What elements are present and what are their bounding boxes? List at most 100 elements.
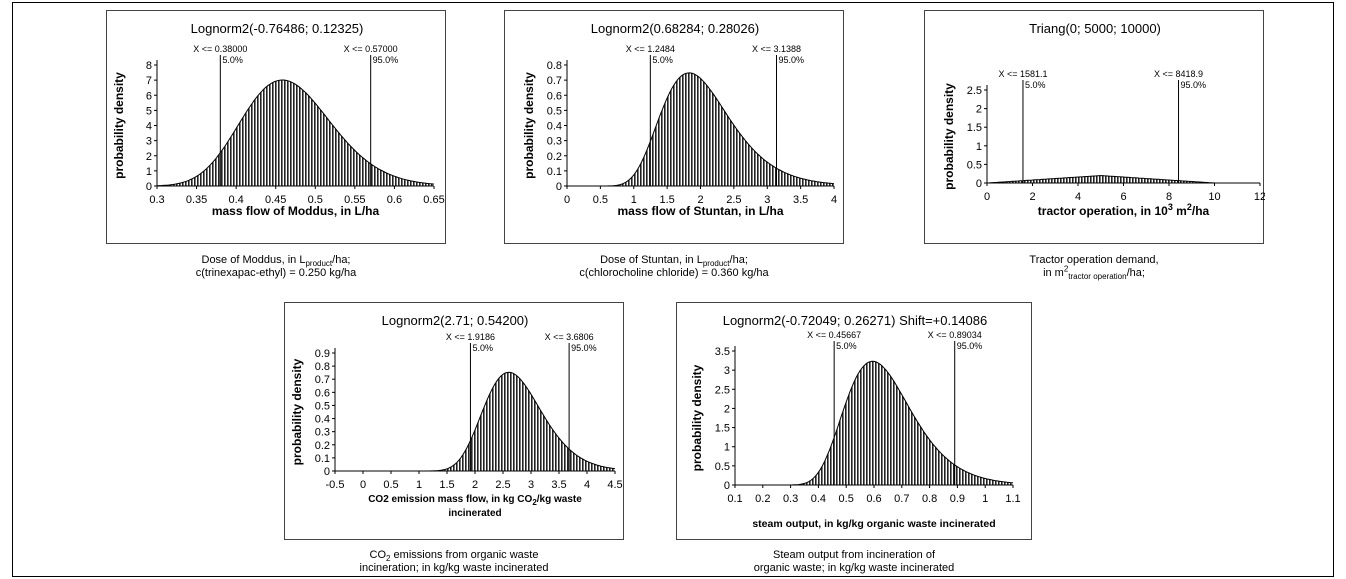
x-tick-label: 12 [1254,191,1265,203]
caption-tractor: Tractor operation demand, in m2tractor o… [944,254,1244,282]
x-tick-label: 0.4 [811,493,826,505]
caption-tractor-sup: 2 [1063,264,1069,274]
caption-stuntan-line1-end: /ha; [729,254,748,266]
y-tick-label: 0.1 [315,453,330,465]
y-tick-label: 0 [724,480,730,492]
x-tick-label: 1 [982,493,988,505]
percentile-label: X <= 3.6806 [545,332,594,342]
percentile-pct: 95.0% [1181,80,1207,90]
caption-moddus-line2: c(trinexapac-ethyl) = 0.250 kg/ha [195,267,357,279]
x-tick-label: 0 [360,479,366,491]
caption-tractor-sub: tractor operation [1068,272,1127,282]
y-tick-label: 0 [146,181,152,193]
x-tick-label: 1.1 [1005,493,1020,505]
x-tick-label: 0.6 [387,194,402,206]
y-tick-label: 2.5 [715,384,730,396]
y-tick-label: 1 [146,166,152,178]
x-tick-label: 0.5 [593,194,608,206]
x-tick-label: 0.8 [922,493,937,505]
y-tick-label: 6 [146,90,152,102]
y-tick-label: 0.5 [315,400,330,412]
y-tick-label: 5 [146,105,152,117]
chart-panel-steam: Lognorm2(-0.72049; 0.26271) Shift=+0.140… [676,302,1032,540]
caption-co2-line1: CO [369,549,387,561]
caption-stuntan-line2: c(chlorocholine chloride) = 0.360 kg/ha [579,267,769,279]
x-axis-label-line2: incinerated [448,508,501,519]
chart-panel-stuntan: Lognorm2(0.68284; 0.28026) 0 0.1 0.2 0.3 0.4 0… [504,10,844,244]
chart-panel-moddus: Lognorm2(-0.76486; 0.12325) 0 1 2 3 4 5 6 7 8 0.3 0… [106,10,446,244]
y-tick-label: 3 [146,136,152,148]
chart-svg-steam: Lognorm2(-0.72049; 0.26271) Shift=+0.140… [690,313,1021,530]
density-area [735,361,1013,485]
y-tick-label: 0.6 [547,90,562,102]
x-tick-label: 4 [1075,191,1081,203]
y-tick-label: 0.2 [315,440,330,452]
chart-svg-stuntan: Lognorm2(0.68284; 0.28026) 0 0.1 0.2 0.3 0.4 0… [522,21,837,218]
y-tick-label: 2.5 [967,85,982,97]
y-tick-label: 7 [146,75,152,87]
x-tick-label: 0.5 [383,479,398,491]
x-tick-label: 2 [1029,191,1035,203]
chart-title: Lognorm2(2.71; 0.54200) [382,313,529,328]
percentile-label: X <= 0.45667 [807,330,861,340]
percentile-pct: 5.0% [472,343,493,353]
chart-title: Lognorm2(0.68284; 0.28026) [591,21,759,36]
percentile-pct: 95.0% [957,341,983,351]
y-tick-label: 1 [976,141,982,153]
density-curve [156,79,435,187]
caption-tractor-line1: Tractor operation demand, [1029,254,1159,266]
y-tick-label: 0.8 [315,361,330,373]
y-tick-label: 0.7 [315,374,330,386]
caption-co2-line2: incineration; in kg/kg waste incinerated [359,562,549,574]
y-tick-label: 0.8 [547,60,562,72]
density-area [987,175,1260,183]
x-axis-label: mass flow of Stuntan, in L/ha [617,204,783,218]
x-tick-label: 8 [1166,191,1172,203]
caption-co2-line1-end: emissions from organic waste [390,549,539,561]
y-tick-label: 0.7 [547,75,562,87]
density-area [567,72,834,186]
x-axis-label: tractor operation, in 103 m2/ha [1038,202,1210,218]
y-tick-label: 8 [146,60,152,72]
x-tick-label: 0.35 [186,194,207,206]
y-axis-label: probability density [112,72,126,179]
x-tick-label: 2.5 [726,194,741,206]
x-tick-label: 0 [564,194,570,206]
y-tick-label: 2 [146,151,152,163]
y-tick-label: 1.5 [967,122,982,134]
x-tick-label: 6 [1120,191,1126,203]
y-tick-label: 0.3 [547,136,562,148]
figure-frame [12,2,1334,577]
percentile-label: X <= 3.1388 [752,44,801,54]
x-tick-label: 0.2 [755,493,770,505]
x-tick-label: 0.45 [265,194,286,206]
x-tick-label: 0.9 [950,493,965,505]
chart-panel-co2: Lognorm2(2.71; 0.54200) 0 0.1 0.2 0.3 0.4 0.5 0… [284,302,624,540]
x-tick-label: 0.4 [228,194,243,206]
y-axis-label: probability density [522,72,536,179]
x-axis-label: CO2 emission mass flow, in kg CO2/kg was… [368,494,582,507]
x-tick-label: 0 [984,191,990,203]
y-tick-label: 0.5 [967,159,982,171]
x-tick-label: 3.5 [551,479,566,491]
x-tick-label: 0.5 [308,194,323,206]
caption-tractor-line2: in m [1043,267,1064,279]
x-tick-label: 0.3 [149,194,164,206]
x-tick-label: -0.5 [326,479,345,491]
percentile-label: X <= 8418.9 [1154,69,1203,79]
chart-panel-tractor: Triang(0; 5000; 10000) 0 0.5 1 1.5 2 2.5 0 2 4 6 8 1… [924,10,1265,244]
caption-steam-line1: Steam output from incineration of [772,549,936,561]
percentile-label: X <= 1581.1 [998,69,1047,79]
caption-co2-sub: 2 [386,554,391,564]
y-tick-label: 2 [724,403,730,415]
percentile-label: X <= 0.57000 [344,44,398,54]
x-tick-label: 1 [631,194,637,206]
x-tick-label: 0.7 [894,493,909,505]
chart-svg-tractor: Triang(0; 5000; 10000) 0 0.5 1 1.5 2 2.5 0 2 4 6 8 1… [942,21,1265,218]
x-tick-label: 4 [831,194,837,206]
percentile-pct: 5.0% [836,341,857,351]
caption-steam-line2: organic waste; in kg/kg waste incinerate… [753,562,955,574]
chart-svg-co2: Lognorm2(2.71; 0.54200)00.10.20.30.40.50… [290,313,623,519]
y-tick-label: 0.9 [315,348,330,360]
caption-moddus-sub: product [305,259,333,269]
